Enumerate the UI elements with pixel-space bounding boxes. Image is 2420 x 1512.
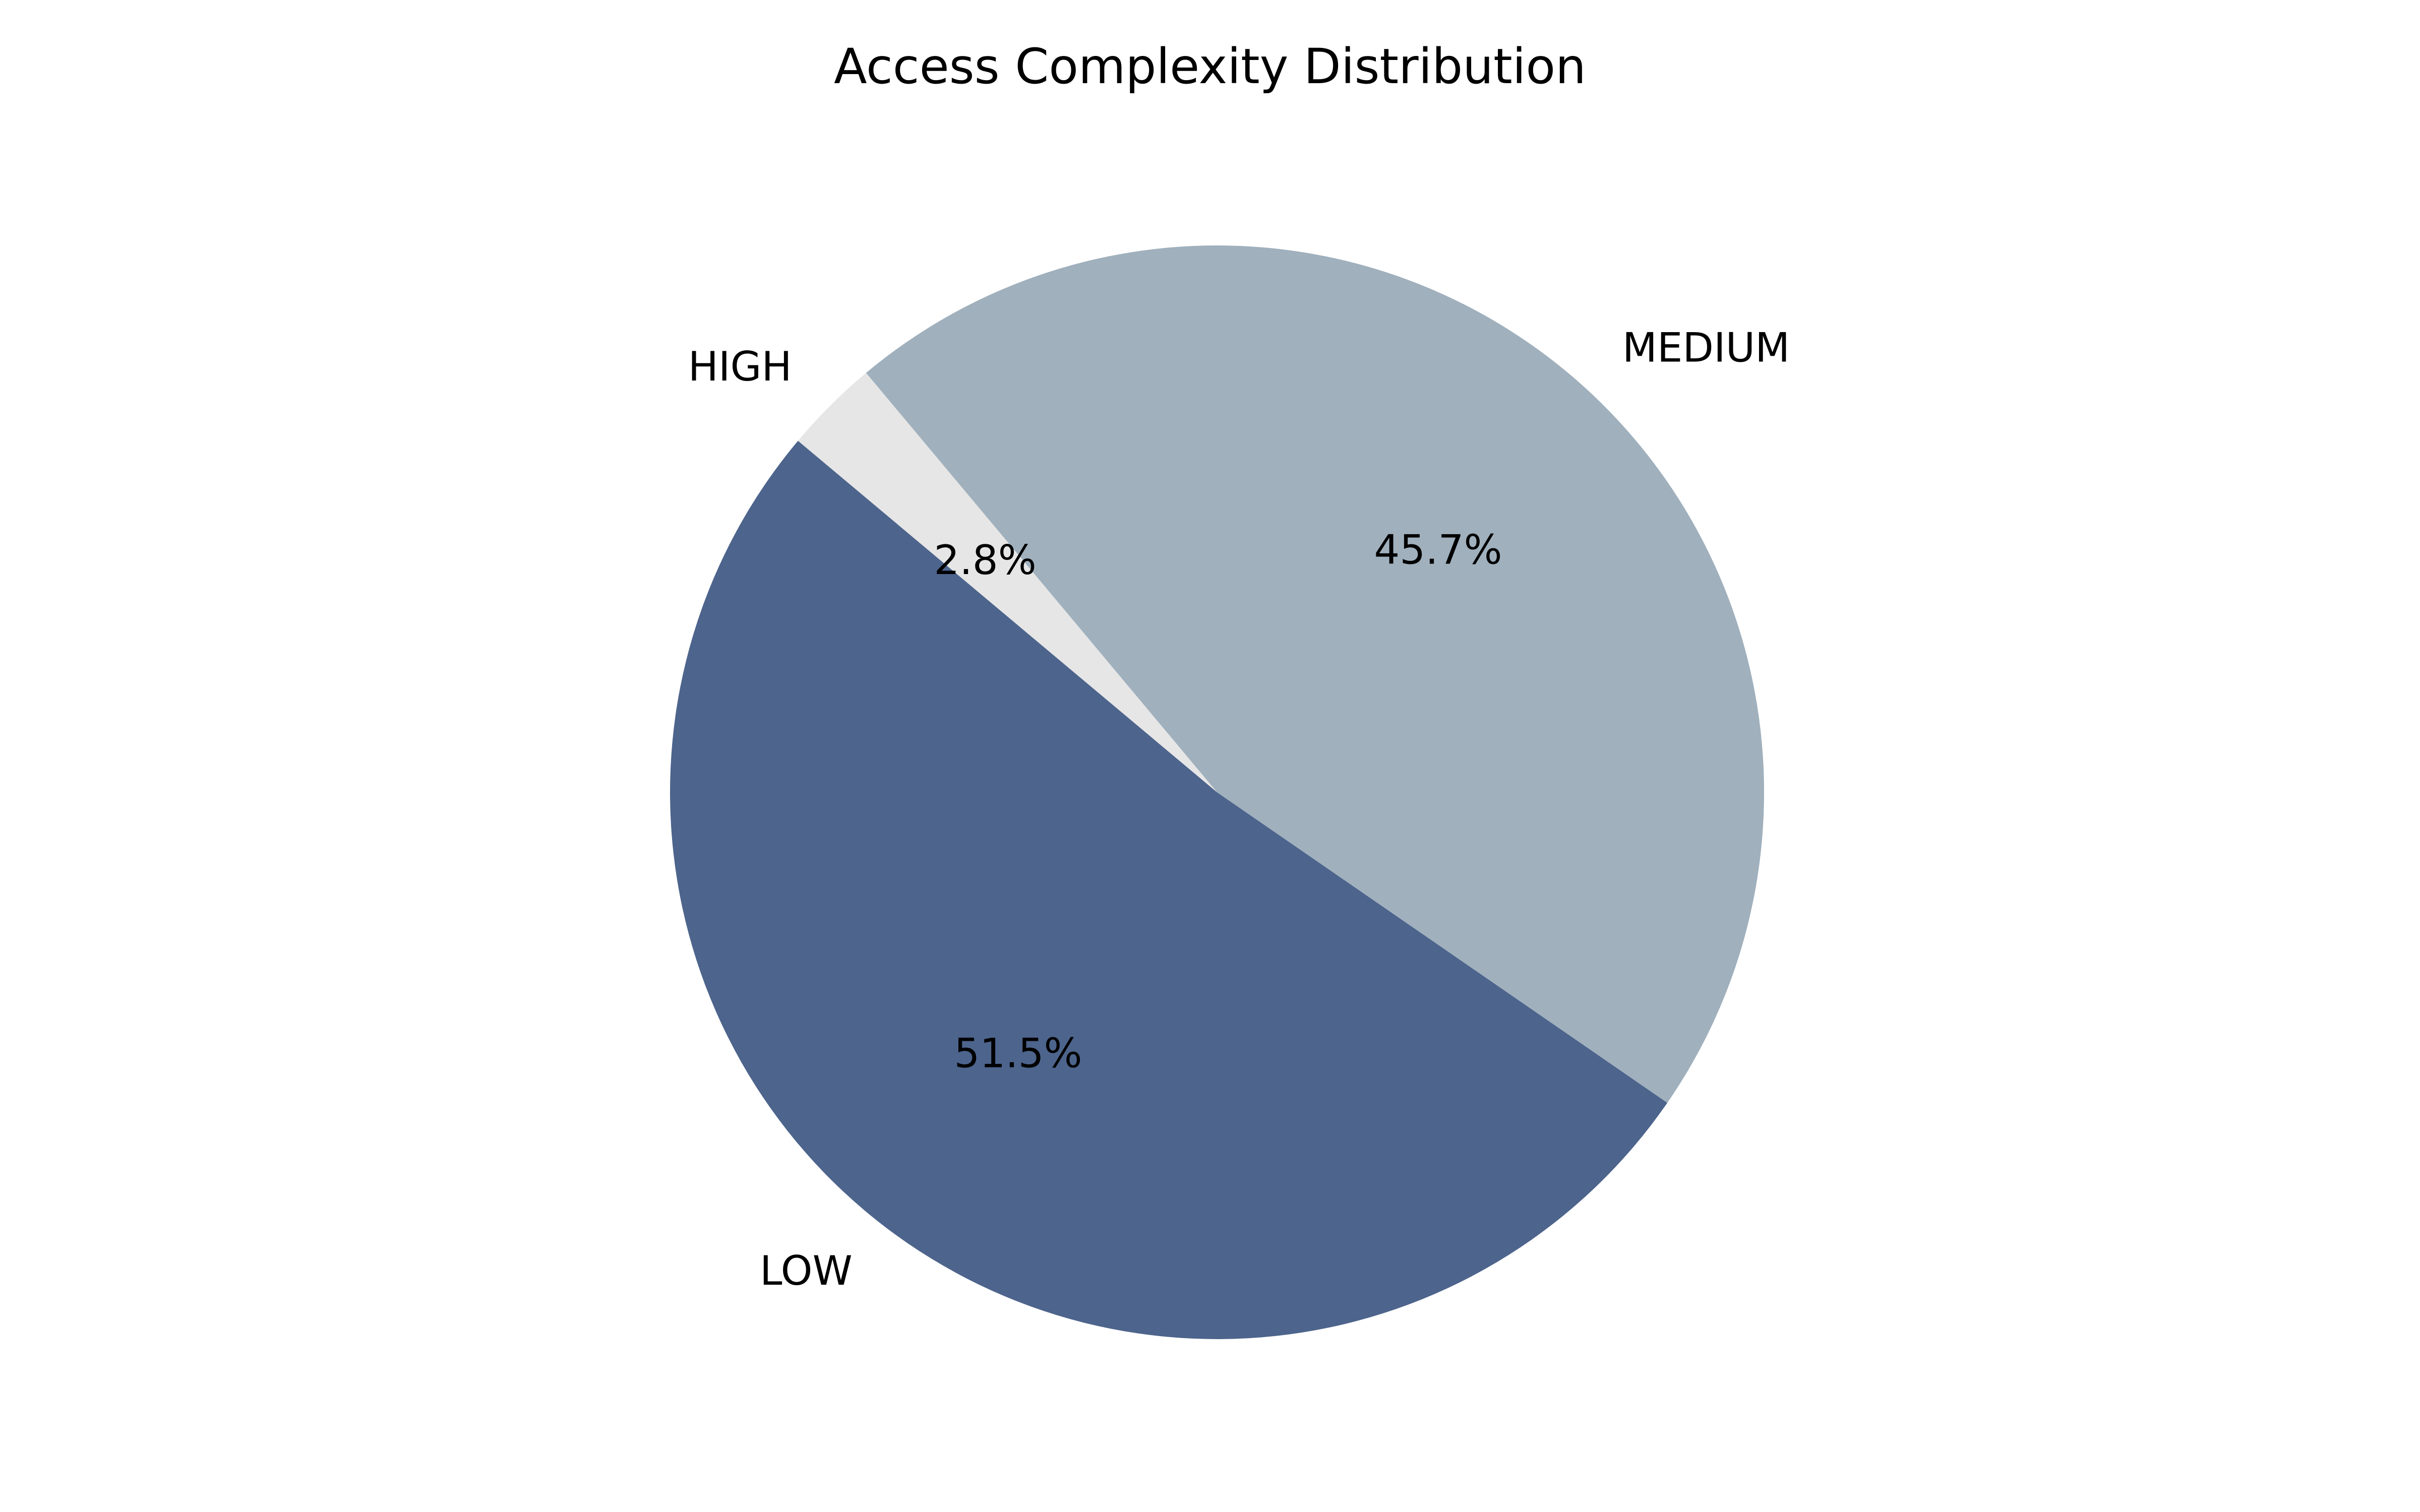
pie-slice-low — [670, 440, 1668, 1339]
pie-category-label-high: HIGH — [688, 343, 792, 390]
pie-slices — [670, 245, 1765, 1339]
pie-slice-medium — [866, 245, 1765, 1103]
pie-category-label-medium: MEDIUM — [1622, 324, 1790, 371]
pie-category-label-low: LOW — [760, 1247, 853, 1294]
pie-pct-label-low: 51.5% — [954, 1030, 1082, 1077]
pie-labels: 51.5% LOW 45.7% MEDIUM 2.8% HIGH — [688, 324, 1790, 1294]
pie-slice-high — [798, 372, 1217, 792]
chart-title: Access Complexity Distribution — [834, 38, 1586, 95]
pie-pct-label-high: 2.8% — [934, 537, 1036, 584]
pie-pct-label-medium: 45.7% — [1374, 526, 1502, 573]
